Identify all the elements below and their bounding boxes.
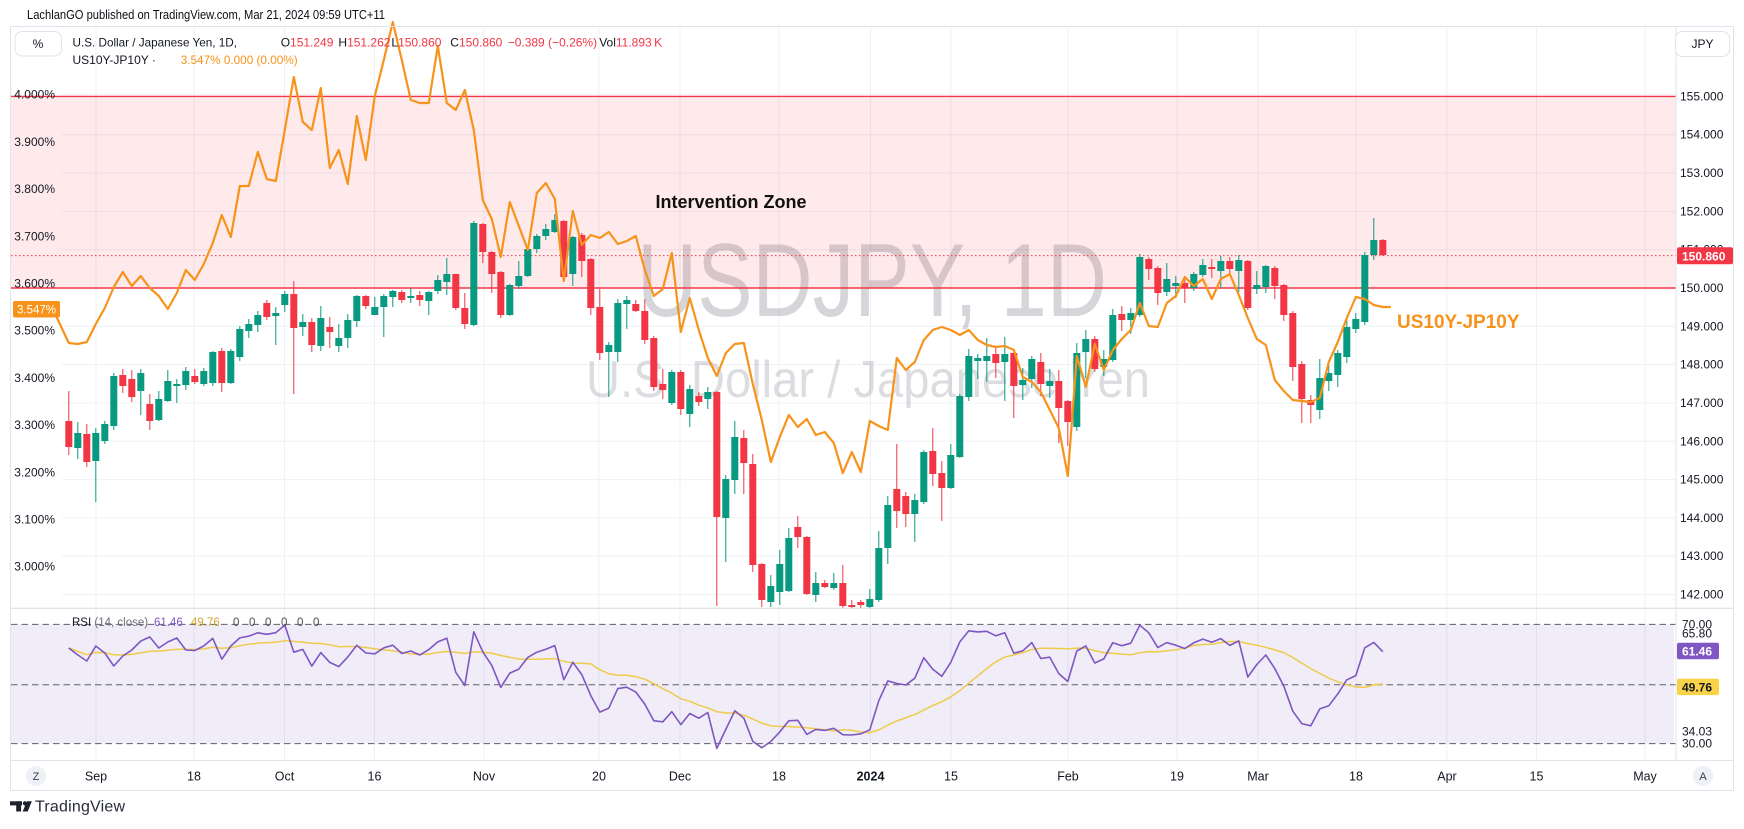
svg-text:16: 16 — [368, 770, 382, 784]
svg-text:15: 15 — [944, 770, 958, 784]
svg-text:Intervention Zone: Intervention Zone — [655, 192, 806, 212]
svg-text:USDJPY, 1D: USDJPY, 1D — [637, 223, 1107, 339]
svg-text:3.547% 0.000 (0.00%): 3.547% 0.000 (0.00%) — [181, 53, 298, 67]
svg-text:146.000: 146.000 — [1680, 434, 1724, 448]
svg-text:142.000: 142.000 — [1680, 588, 1724, 602]
svg-text:61.46: 61.46 — [154, 617, 183, 629]
svg-text:0: 0 — [249, 617, 255, 629]
svg-text:144.000: 144.000 — [1680, 511, 1724, 525]
svg-text:Nov: Nov — [473, 770, 496, 784]
svg-text:18: 18 — [772, 770, 786, 784]
svg-text:3.000%: 3.000% — [14, 560, 55, 574]
svg-text:3.900%: 3.900% — [14, 135, 55, 149]
svg-text:US10Y-JP10Y: US10Y-JP10Y — [1397, 312, 1520, 333]
svg-text:30.00: 30.00 — [1682, 737, 1712, 751]
svg-text:0: 0 — [233, 617, 239, 629]
svg-text:A: A — [1699, 771, 1707, 783]
svg-text:3.800%: 3.800% — [14, 182, 55, 196]
svg-text:49.76: 49.76 — [1682, 680, 1712, 694]
svg-text:18: 18 — [1349, 770, 1363, 784]
svg-text:148.000: 148.000 — [1680, 358, 1724, 372]
svg-text:154.000: 154.000 — [1680, 128, 1724, 142]
svg-text:153.000: 153.000 — [1680, 166, 1724, 180]
svg-text:147.000: 147.000 — [1680, 396, 1724, 410]
svg-text:0: 0 — [281, 617, 287, 629]
svg-text:3.547%: 3.547% — [17, 305, 56, 317]
svg-text:Sep: Sep — [85, 770, 107, 784]
svg-text:143.000: 143.000 — [1680, 549, 1724, 563]
svg-text:150.860: 150.860 — [1682, 249, 1726, 263]
svg-text:JPY: JPY — [1691, 37, 1713, 51]
svg-text:0: 0 — [297, 617, 303, 629]
svg-text:145.000: 145.000 — [1680, 473, 1724, 487]
svg-text:%: % — [33, 37, 44, 51]
svg-text:TradingView: TradingView — [35, 798, 125, 815]
svg-text:152.000: 152.000 — [1680, 204, 1724, 218]
svg-text:149.000: 149.000 — [1680, 319, 1724, 333]
svg-text:49.76: 49.76 — [191, 617, 220, 629]
svg-text:Mar: Mar — [1247, 770, 1269, 784]
svg-text:20: 20 — [592, 770, 606, 784]
svg-text:3.600%: 3.600% — [14, 277, 55, 291]
svg-text:U.S. Dollar / Japanese Yen, 1D: U.S. Dollar / Japanese Yen, 1D, — [73, 36, 238, 50]
svg-text:3.200%: 3.200% — [14, 465, 55, 479]
svg-text:15: 15 — [1530, 770, 1544, 784]
svg-text:Z: Z — [33, 771, 40, 783]
svg-text:70.00: 70.00 — [1682, 617, 1712, 631]
svg-text:34.03: 34.03 — [1682, 725, 1712, 739]
svg-text:Apr: Apr — [1437, 770, 1456, 784]
svg-text:155.000: 155.000 — [1680, 89, 1724, 103]
svg-text:RSI (14, close): RSI (14, close) — [72, 617, 148, 629]
svg-text:0: 0 — [265, 617, 271, 629]
svg-text:US10Y-JP10Y ·: US10Y-JP10Y · — [73, 53, 156, 67]
svg-text:61.46: 61.46 — [1682, 645, 1712, 659]
svg-text:LachlanGO published on Trading: LachlanGO published on TradingView.com, … — [27, 8, 385, 22]
svg-text:3.500%: 3.500% — [14, 324, 55, 338]
svg-text:Oct: Oct — [275, 770, 295, 784]
svg-text:65.80: 65.80 — [1682, 626, 1712, 640]
svg-text:19: 19 — [1170, 770, 1184, 784]
svg-text:2024: 2024 — [857, 770, 885, 784]
svg-text:18: 18 — [187, 770, 201, 784]
svg-text:0: 0 — [313, 617, 319, 629]
svg-text:3.700%: 3.700% — [14, 229, 55, 243]
svg-text:150.000: 150.000 — [1680, 281, 1724, 295]
svg-text:May: May — [1633, 770, 1657, 784]
svg-text:4.000%: 4.000% — [14, 88, 55, 102]
svg-text:Feb: Feb — [1057, 770, 1079, 784]
svg-text:3.300%: 3.300% — [14, 418, 55, 432]
svg-text:3.400%: 3.400% — [14, 371, 55, 385]
svg-text:Dec: Dec — [669, 770, 691, 784]
svg-text:3.100%: 3.100% — [14, 513, 55, 527]
